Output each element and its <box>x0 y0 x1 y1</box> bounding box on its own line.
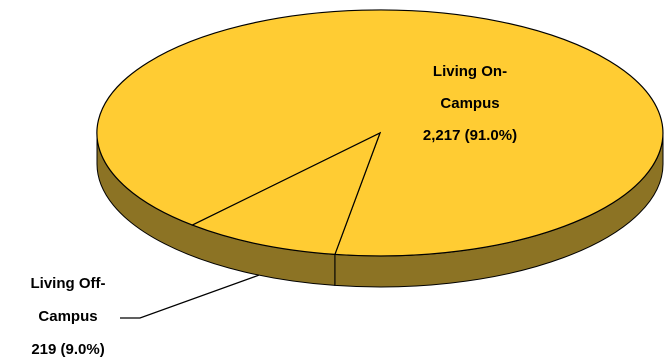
label-on-line-1: Living On- <box>433 63 507 80</box>
label-off-line-2: Campus <box>38 308 97 325</box>
label-off-line-1: Living Off- <box>31 275 106 292</box>
leader-line-off-campus <box>120 274 260 319</box>
label-on-line-3: 2,217 (91.0%) <box>423 127 517 144</box>
pie-slice-living-off-campus <box>190 131 382 256</box>
label-off-line-3: 219 (9.0%) <box>31 341 104 358</box>
label-living-on-campus: Living On- Campus 2,217 (91.0%) <box>423 63 517 144</box>
label-on-line-2: Campus <box>440 95 499 112</box>
label-living-off-campus: Living Off- Campus 219 (9.0%) <box>31 275 106 358</box>
